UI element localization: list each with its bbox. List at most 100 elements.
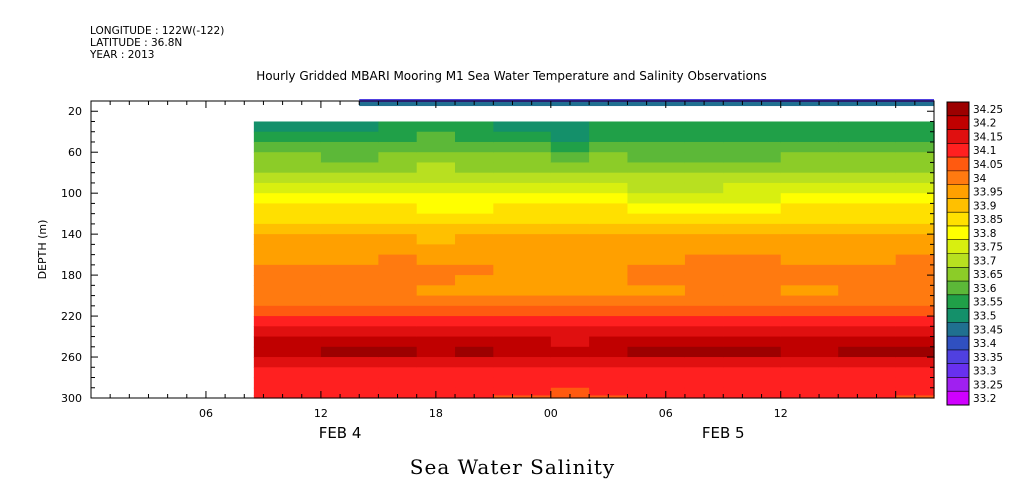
heatmap-cell [493, 141, 552, 153]
x-tick-label: 00 [544, 407, 558, 420]
heatmap-cell [723, 162, 782, 174]
heatmap-cell [378, 121, 418, 133]
heatmap-cell [895, 203, 935, 215]
heatmap-cell [780, 346, 839, 358]
heatmap-cell [684, 367, 724, 379]
heatmap-cell [723, 387, 782, 397]
heatmap-cell [378, 305, 418, 317]
heatmap-cell [589, 131, 629, 143]
heatmap-cell [589, 193, 629, 205]
colorbar-swatch [947, 377, 969, 392]
heatmap-cell [684, 305, 724, 317]
heatmap-cell [589, 172, 629, 184]
heatmap-cell [723, 172, 782, 184]
heatmap-cell [455, 326, 494, 338]
heatmap-cell [253, 234, 322, 245]
heatmap-cell [780, 326, 839, 338]
heatmap-cell [838, 285, 897, 297]
heatmap-cell [780, 172, 839, 184]
y-tick-label: 60 [68, 146, 82, 159]
colorbar-swatch [947, 239, 969, 254]
y-tick-label: 220 [61, 310, 82, 323]
heatmap-cell [378, 316, 418, 327]
colorbar-swatch [947, 129, 969, 144]
heatmap-cell [895, 244, 935, 256]
heatmap-cell [493, 223, 552, 235]
heatmap-cell [378, 223, 418, 235]
heatmap-cell [589, 254, 629, 266]
heatmap-cell [838, 172, 897, 184]
heatmap-cell [780, 357, 839, 368]
heatmap-cell [838, 152, 897, 164]
heatmap-cell [684, 377, 724, 389]
chart-title: Hourly Gridded MBARI Mooring M1 Sea Wate… [256, 69, 767, 83]
heatmap-cell [320, 254, 379, 266]
heatmap-cell [627, 285, 686, 297]
heatmap-cell [589, 357, 629, 368]
heatmap-cell [895, 193, 935, 205]
heatmap-cell [378, 377, 418, 389]
heatmap-cell [780, 152, 839, 164]
heatmap-cell [838, 264, 897, 276]
heatmap-cell [320, 395, 379, 399]
heatmap-cell [416, 152, 456, 164]
heatmap-cell [627, 121, 686, 133]
heatmap-cell [320, 326, 379, 338]
heatmap-cell [416, 275, 456, 286]
heatmap-cell [780, 367, 839, 379]
heatmap-cell [838, 234, 897, 245]
heatmap-cell [723, 234, 782, 245]
heatmap-cell [589, 234, 629, 245]
heatmap-cell [253, 336, 322, 348]
heatmap-cell [416, 285, 456, 297]
heatmap-cell [589, 305, 629, 317]
colorbar-swatch [947, 294, 969, 310]
heatmap-cell [723, 295, 782, 307]
heatmap-cell [895, 254, 935, 266]
heatmap-cell [780, 316, 839, 327]
heatmap-cell [320, 234, 379, 245]
heatmap-cell [416, 357, 456, 368]
heatmap-cell [550, 387, 590, 397]
heatmap-cell [838, 131, 897, 143]
heatmap-cell [455, 387, 494, 397]
heatmap-cell [838, 367, 897, 379]
heatmap-cell [780, 193, 839, 205]
heatmap-cell [455, 316, 494, 327]
heatmap-cell [589, 367, 629, 379]
y-tick-label: 300 [61, 392, 82, 405]
heatmap-cell [684, 182, 724, 194]
heatmap-cell [780, 387, 839, 397]
heatmap-cell [378, 285, 418, 297]
heatmap-cell [493, 131, 552, 143]
heatmap-cell [378, 182, 418, 194]
y-tick-label: 20 [68, 105, 82, 118]
heatmap-cell [589, 275, 629, 286]
heatmap-cell [455, 336, 494, 348]
heatmap-cell [723, 131, 782, 143]
heatmap-cell [895, 377, 935, 389]
heatmap-cell [589, 121, 629, 133]
heatmap-cell [627, 357, 686, 368]
colorbar-label: 33.85 [973, 214, 1003, 226]
heatmap-cell [684, 254, 724, 266]
heatmap-cell [493, 295, 552, 307]
heatmap-cell [895, 121, 935, 133]
heatmap-cell [684, 234, 724, 245]
heatmap-cell [493, 213, 552, 225]
heatmap-cell [627, 377, 686, 389]
heatmap-cell [723, 264, 782, 276]
heatmap-cell [416, 141, 456, 153]
heatmap-cell [378, 387, 418, 397]
heatmap-cell [253, 193, 322, 205]
heatmap-cell [416, 121, 456, 133]
heatmap-cell [684, 193, 724, 205]
heatmap-cell [627, 172, 686, 184]
colorbar-label: 33.9 [973, 200, 996, 212]
heatmap-cell [627, 182, 686, 194]
heatmap-cell [493, 234, 552, 245]
heatmap-cell [895, 213, 935, 225]
colorbar-label: 33.25 [973, 379, 1003, 391]
heatmap-cell [684, 162, 724, 174]
